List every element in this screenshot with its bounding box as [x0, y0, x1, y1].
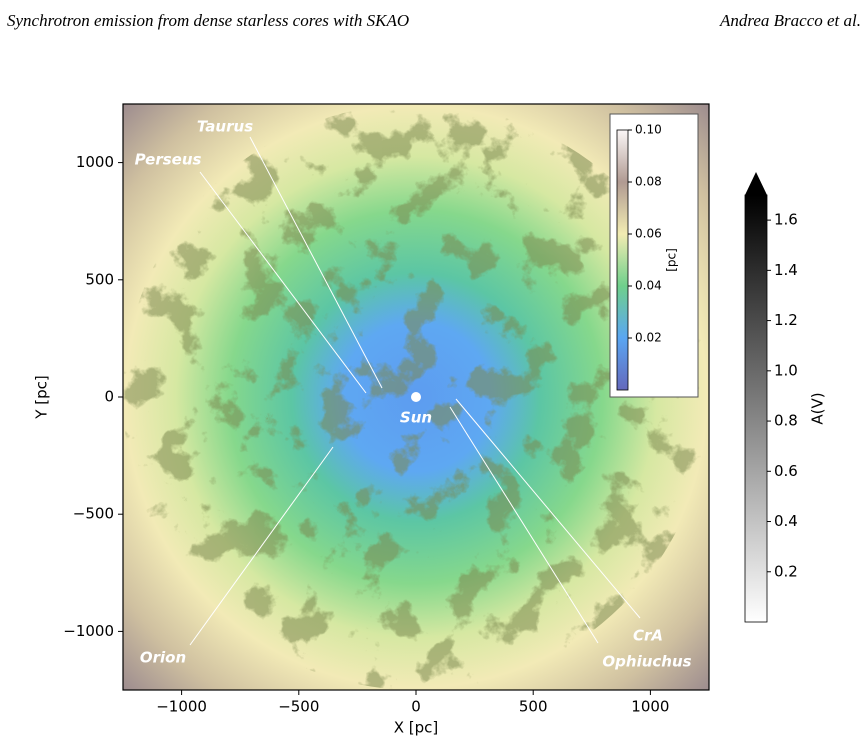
y-axis-label: Y [pc] [33, 375, 51, 419]
x-tick-label: 0 [411, 698, 421, 716]
running-title: Synchrotron emission from dense starless… [7, 11, 409, 30]
annotation-line [249, 136, 383, 389]
colorbar-tick-label: 0.10 [635, 123, 662, 137]
x-tick-label: 500 [519, 698, 548, 716]
colorbar-label: [pc] [665, 248, 679, 272]
colorbar-tick-label: 1.6 [774, 211, 798, 229]
chart-elements: −1000 −500 0 500 1000 −1000 −500 0 500 1000 X [pc]… [33, 113, 827, 737]
x-tick-label: −1000 [156, 698, 207, 716]
colorbar-tick-label: 0.06 [635, 227, 662, 241]
annotation-label: Ophiuchus [602, 653, 691, 671]
colorbar-extend [745, 172, 767, 195]
y-tick-label: 1000 [76, 153, 114, 171]
y-tick-label: −500 [73, 505, 114, 523]
x-tick-label: −500 [278, 698, 319, 716]
colorbar-tick-label: 0.2 [774, 562, 798, 580]
annotation-line [189, 446, 334, 646]
y-tick-label: 0 [104, 388, 114, 406]
colorbar-tick-label: 0.02 [635, 331, 662, 345]
annotation-label: Orion [140, 649, 186, 667]
annotation-label: Sun [400, 409, 432, 427]
colorbar-tick-label: 0.6 [774, 462, 798, 480]
annotation-line [449, 406, 599, 644]
colorbar [744, 194, 768, 623]
colorbar-label: A(V) [809, 392, 827, 424]
y-tick-label: −1000 [63, 622, 114, 640]
annotation-label: CrA [633, 627, 663, 645]
sun-marker [411, 392, 421, 402]
colorbar-tick-label: 0.04 [635, 279, 662, 293]
colorbar-tick-label: 0.4 [774, 512, 798, 530]
x-axis-label: X [pc] [394, 719, 439, 737]
running-author: Andrea Bracco et al. [719, 11, 861, 30]
annotation-label: Taurus [197, 118, 253, 136]
x-tick-label: 1000 [631, 698, 669, 716]
colorbar-tick-label: 1.0 [774, 361, 798, 379]
colorbar-tick-label: 0.8 [774, 412, 798, 430]
annotation-label: Perseus [135, 151, 202, 169]
colorbar-tick-label: 1.4 [774, 261, 798, 279]
colorbar-tick-label: 1.2 [774, 311, 798, 329]
colorbar [616, 129, 629, 391]
y-tick-label: 500 [85, 270, 114, 288]
colorbar-tick-label: 0.08 [635, 175, 662, 189]
annotation-line [199, 171, 367, 394]
annotation-line [455, 398, 641, 619]
